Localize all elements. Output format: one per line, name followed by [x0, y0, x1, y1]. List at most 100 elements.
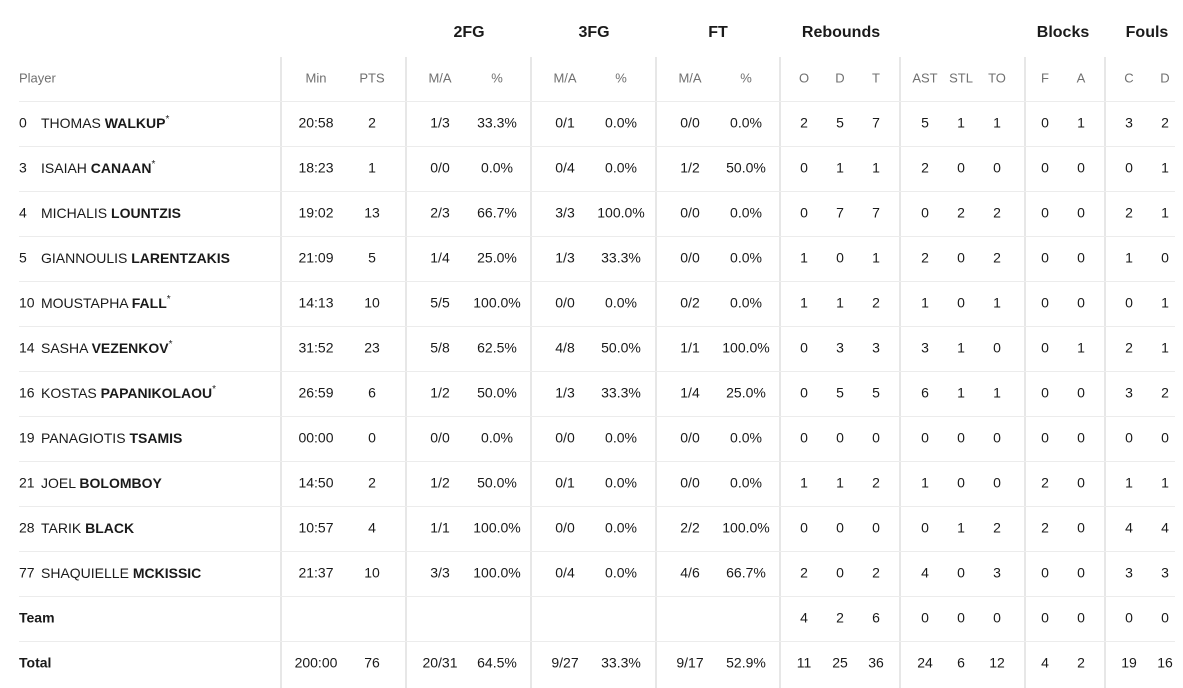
- stat-cell: 1: [993, 385, 1001, 401]
- stat-cell: 76: [364, 655, 380, 671]
- stat-cell: 31:52: [298, 340, 333, 356]
- stat-cell: 10: [364, 295, 380, 311]
- stat-cell: 4: [368, 520, 376, 536]
- stat-cell: 5/8: [430, 340, 450, 356]
- stat-cell: 6: [872, 610, 880, 626]
- stat-cell: 0: [1125, 610, 1133, 626]
- stat-cell: 0: [800, 340, 808, 356]
- player-name: TARIK BLACK: [41, 520, 134, 536]
- stat-cell: 2: [1161, 385, 1169, 401]
- stat-cell: 0.0%: [730, 430, 762, 446]
- last-name: WALKUP: [105, 115, 166, 131]
- stat-cell: 2: [872, 565, 880, 581]
- stat-cell: 0: [800, 520, 808, 536]
- stat-cell: 0: [993, 475, 1001, 491]
- stat-cell: 0: [1041, 160, 1049, 176]
- stat-cell: 50.0%: [726, 160, 766, 176]
- stat-cell: 0: [1125, 295, 1133, 311]
- column-header: Player: [19, 70, 57, 85]
- stat-cell: 0: [1077, 205, 1085, 221]
- player-name: MICHALIS LOUNTZIS: [41, 205, 181, 221]
- player-number: 10: [19, 295, 35, 311]
- stat-cell: 0.0%: [481, 430, 513, 446]
- stat-cell: 2: [921, 250, 929, 266]
- stat-cell: 13: [364, 205, 380, 221]
- stat-cell: 2: [836, 610, 844, 626]
- stat-cell: 6: [921, 385, 929, 401]
- stat-cell: 0.0%: [730, 475, 762, 491]
- last-name: LOUNTZIS: [111, 205, 181, 221]
- stat-cell: 2/3: [430, 205, 450, 221]
- stat-cell: 1/1: [430, 520, 450, 536]
- stat-cell: 2: [368, 475, 376, 491]
- stat-cell: 1: [872, 250, 880, 266]
- stat-cell: 25.0%: [726, 385, 766, 401]
- stat-cell: 0/0: [555, 520, 575, 536]
- stat-cell: 2: [993, 520, 1001, 536]
- group-header: Blocks: [1037, 24, 1090, 41]
- stat-cell: 5/5: [430, 295, 450, 311]
- stat-cell: 0/0: [680, 430, 700, 446]
- stat-cell: 0: [836, 250, 844, 266]
- stat-cell: 1: [836, 160, 844, 176]
- stat-cell: 36: [868, 655, 884, 671]
- stat-cell: 24: [917, 655, 933, 671]
- stat-cell: 0: [1161, 430, 1169, 446]
- stat-cell: 1: [921, 295, 929, 311]
- last-name: TSAMIS: [129, 430, 182, 446]
- stat-cell: 0: [1041, 430, 1049, 446]
- stat-cell: 1: [368, 160, 376, 176]
- stat-cell: 0: [836, 430, 844, 446]
- column-header: D: [1160, 70, 1169, 85]
- stat-cell: 50.0%: [477, 385, 517, 401]
- stat-cell: 0: [368, 430, 376, 446]
- player-number: 16: [19, 385, 35, 401]
- stat-cell: 0: [1041, 205, 1049, 221]
- player-name: SASHA VEZENKOV*: [41, 339, 173, 356]
- stat-cell: 1: [957, 385, 965, 401]
- first-name: SASHA: [41, 340, 89, 356]
- stat-cell: 0/2: [680, 295, 700, 311]
- column-header: O: [799, 70, 809, 85]
- stat-cell: 0.0%: [605, 115, 637, 131]
- stat-cell: 66.7%: [726, 565, 766, 581]
- player-number: 28: [19, 520, 35, 536]
- player-number: 0: [19, 115, 27, 131]
- stat-cell: 0.0%: [605, 160, 637, 176]
- column-header: %: [491, 70, 503, 85]
- stat-cell: 0: [957, 565, 965, 581]
- stat-cell: 50.0%: [477, 475, 517, 491]
- stat-cell: 0: [1041, 340, 1049, 356]
- stat-cell: 0: [957, 430, 965, 446]
- stat-cell: 1: [1161, 205, 1169, 221]
- stat-cell: 1: [957, 340, 965, 356]
- stat-cell: 4: [800, 610, 808, 626]
- stat-cell: 3: [921, 340, 929, 356]
- stat-cell: 0/0: [680, 250, 700, 266]
- first-name: SHAQUIELLE: [41, 565, 129, 581]
- player-number: 5: [19, 250, 27, 266]
- stat-cell: 25.0%: [477, 250, 517, 266]
- first-name: THOMAS: [41, 115, 101, 131]
- stat-cell: 5: [921, 115, 929, 131]
- stat-cell: 1: [800, 475, 808, 491]
- stat-cell: 33.3%: [601, 655, 641, 671]
- stat-cell: 3: [872, 340, 880, 356]
- stat-cell: 0: [1077, 430, 1085, 446]
- column-header: M/A: [428, 70, 451, 85]
- column-header: T: [872, 70, 880, 85]
- stat-cell: 4: [1041, 655, 1049, 671]
- stat-cell: 2: [800, 115, 808, 131]
- stat-cell: 64.5%: [477, 655, 517, 671]
- stat-cell: 33.3%: [477, 115, 517, 131]
- starter-mark: *: [151, 159, 155, 170]
- stat-cell: 1: [836, 295, 844, 311]
- stat-cell: 100.0%: [722, 520, 769, 536]
- column-header: STL: [949, 70, 973, 85]
- stat-cell: 66.7%: [477, 205, 517, 221]
- last-name: LARENTZAKIS: [131, 250, 230, 266]
- stat-cell: 20:58: [298, 115, 333, 131]
- last-name: FALL: [132, 295, 167, 311]
- stat-cell: 50.0%: [601, 340, 641, 356]
- stat-cell: 0: [921, 430, 929, 446]
